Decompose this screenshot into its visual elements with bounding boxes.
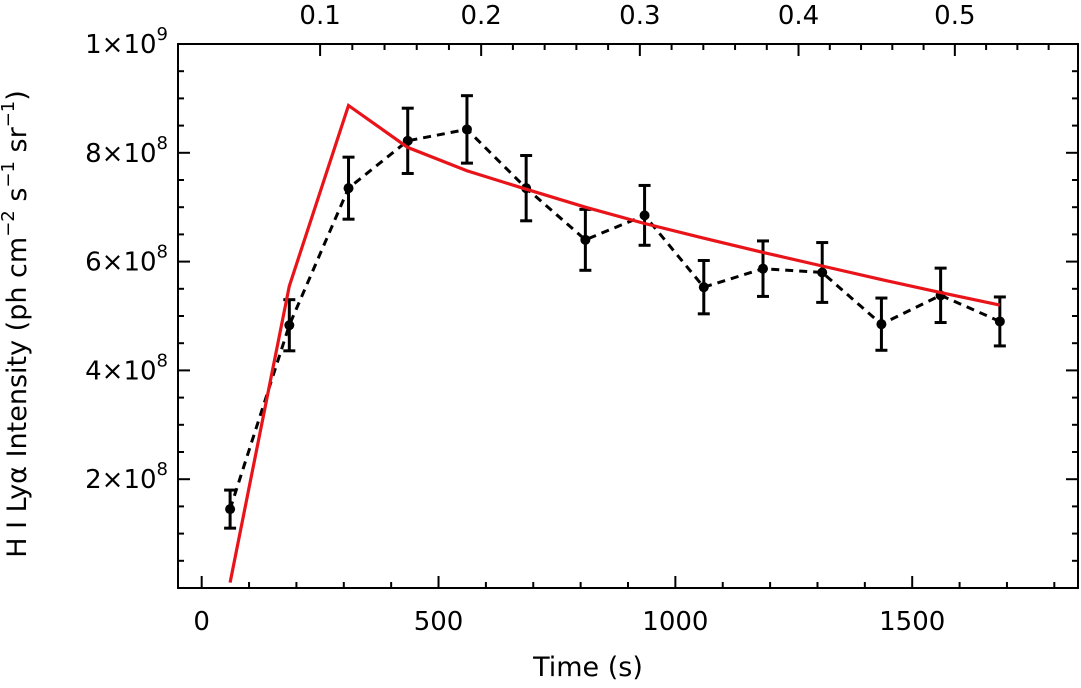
y-tick-label: 8×108 [85, 133, 168, 169]
data-point [580, 234, 591, 245]
series-layer [224, 94, 1006, 583]
y-tick-label: 1×109 [85, 24, 168, 60]
y-tick-label: 2×108 [85, 459, 168, 495]
plot-frame [177, 43, 1079, 589]
y-axis-title: H I Lyα Intensity (ph cm−2 s−1 sr−1) [0, 90, 33, 558]
data-point [817, 267, 828, 278]
axes [177, 43, 1079, 589]
data-point [284, 320, 295, 331]
data-point [698, 282, 709, 293]
data-point [225, 504, 236, 515]
x-tick-label: 1000 [642, 607, 708, 637]
data-point [994, 316, 1005, 327]
model-line [228, 102, 1001, 583]
y-tick-label: 6×108 [85, 242, 168, 278]
data-point [343, 183, 354, 194]
data-point [639, 210, 650, 221]
top-tick-label: 0.2 [460, 1, 501, 31]
y-tick-label: 4×108 [85, 350, 168, 386]
data-point [876, 319, 887, 330]
data-line [228, 127, 1001, 510]
labels-layer: 0 500 1000 1500 0.1 0.2 0.3 0.4 0.5 2×108 4×108 6×1… [0, 1, 976, 683]
top-tick-label: 0.5 [934, 1, 975, 31]
data-point [402, 135, 413, 146]
top-tick-label: 0.3 [619, 1, 660, 31]
x-tick-label: 500 [414, 607, 464, 637]
x-axis-title: Time (s) [532, 652, 643, 683]
x-tick-label: 1500 [879, 607, 945, 637]
top-tick-label: 0.1 [299, 1, 340, 31]
top-tick-label: 0.4 [778, 1, 819, 31]
data-point [461, 124, 472, 135]
data-point [758, 263, 768, 274]
x-tick-label: 0 [193, 607, 210, 637]
